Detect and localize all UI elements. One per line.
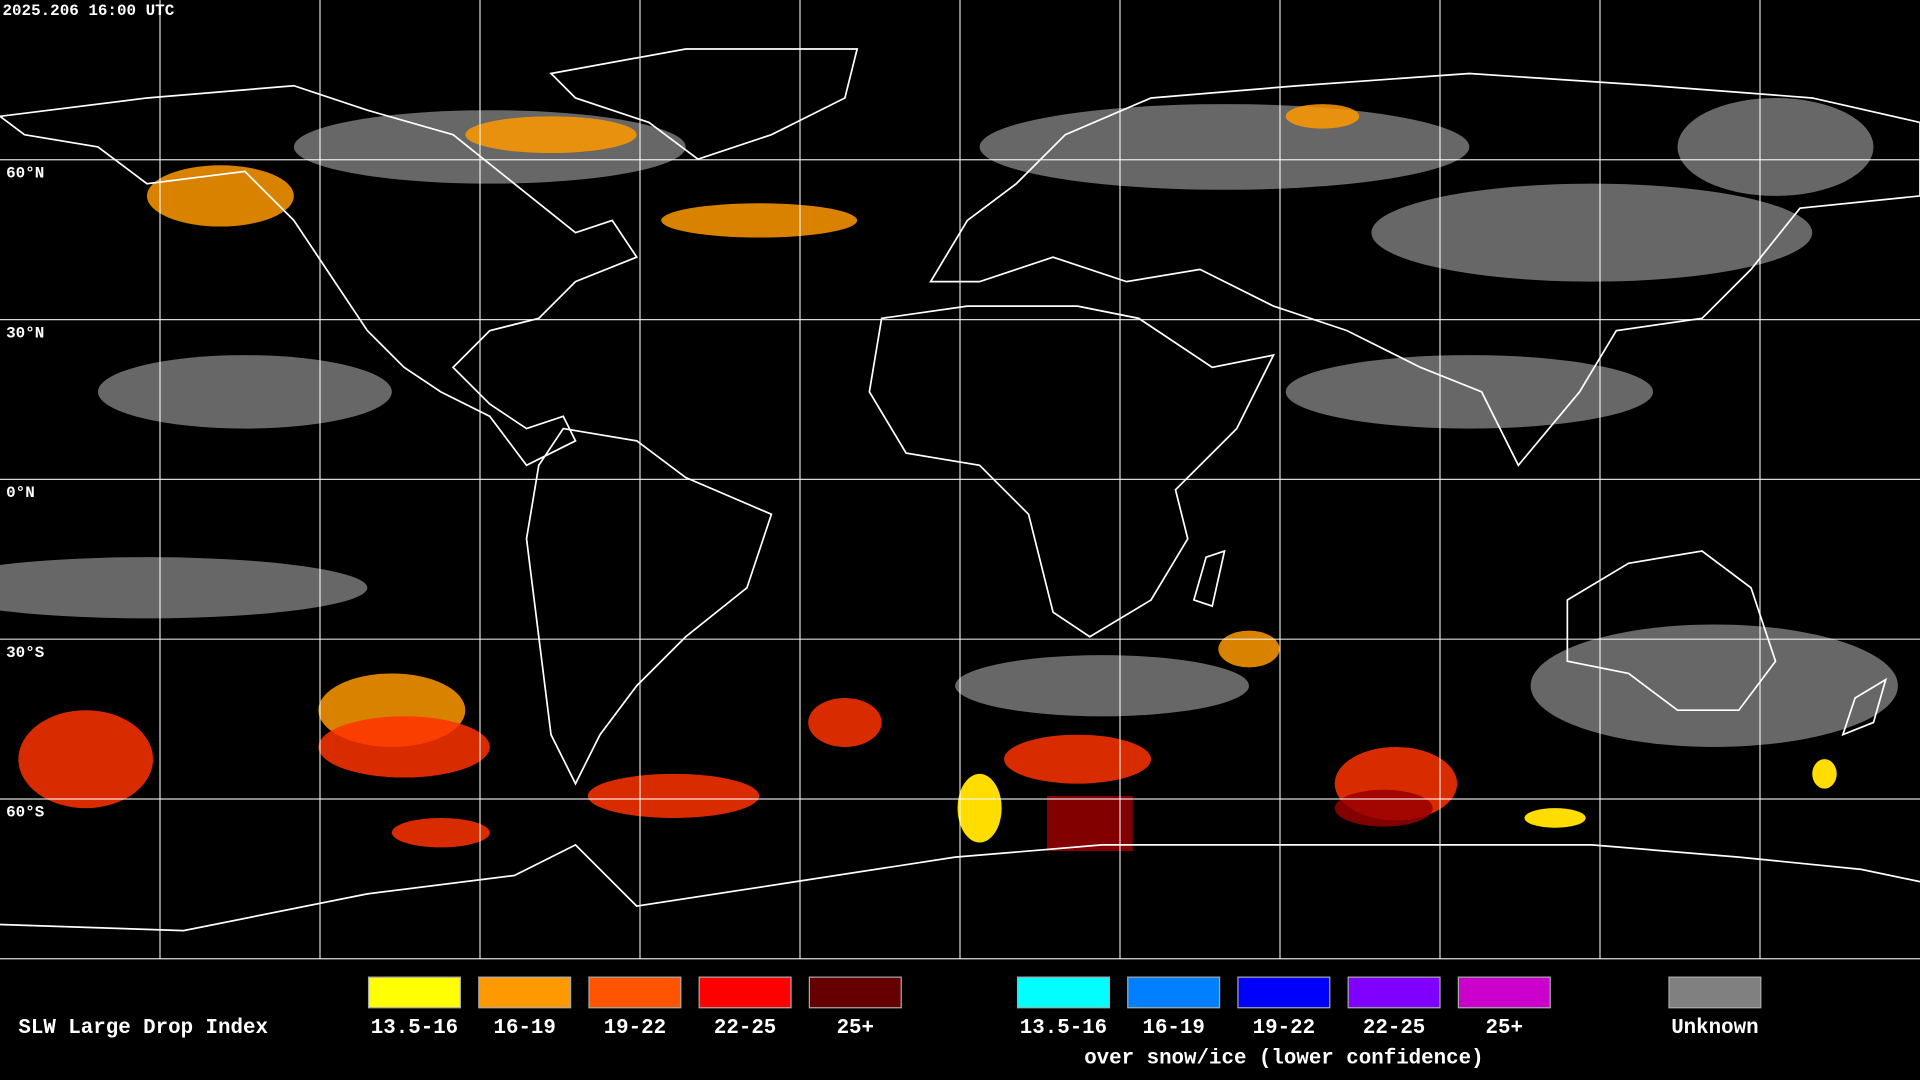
legend: 13.5-16 16-19 19-22 22-25 25+ 13.5-16 16-19 19-…: [367, 976, 1762, 1070]
legend-swatch: [478, 976, 572, 1009]
legend-swatch: [808, 976, 902, 1009]
legend-label: 22-25: [714, 1017, 776, 1040]
latitude-label: 30°S: [6, 644, 45, 662]
legend-title: SLW Large Drop Index: [18, 1017, 268, 1040]
legend-label: Unknown: [1671, 1017, 1758, 1040]
latitude-label: 30°N: [6, 324, 44, 342]
legend-label: 25+: [1486, 1017, 1523, 1040]
legend-label: 16-19: [1142, 1017, 1204, 1040]
latitude-label: 60°N: [6, 164, 44, 182]
graticule: 60°N 30°N 0°N 30°S 60°S: [0, 0, 1920, 960]
legend-swatch: [1347, 976, 1441, 1009]
legend-caption: over snow/ice (lower confidence): [1084, 1047, 1483, 1070]
legend-swatch: [1668, 976, 1762, 1009]
legend-swatch: [367, 976, 462, 1009]
legend-swatch: [1237, 976, 1331, 1009]
legend-label: 13.5-16: [371, 1017, 458, 1040]
cloud-field: [0, 97, 1898, 852]
legend-label: 19-22: [604, 1017, 666, 1040]
legend-swatch: [1127, 976, 1221, 1009]
legend-label: 16-19: [493, 1017, 555, 1040]
legend-label: 25+: [837, 1017, 874, 1040]
timestamp: 2025.206 16:00 UTC: [2, 2, 174, 20]
coastlines: [0, 48, 1920, 932]
legend-label: 13.5-16: [1020, 1017, 1107, 1040]
legend-swatch: [1457, 976, 1551, 1009]
legend-label: 19-22: [1253, 1017, 1315, 1040]
legend-swatch: [1016, 976, 1111, 1009]
legend-label: 22-25: [1363, 1017, 1425, 1040]
legend-swatch: [698, 976, 792, 1009]
latitude-label: 60°S: [6, 804, 45, 822]
latitude-label: 0°N: [6, 484, 35, 502]
legend-swatch: [588, 976, 682, 1009]
